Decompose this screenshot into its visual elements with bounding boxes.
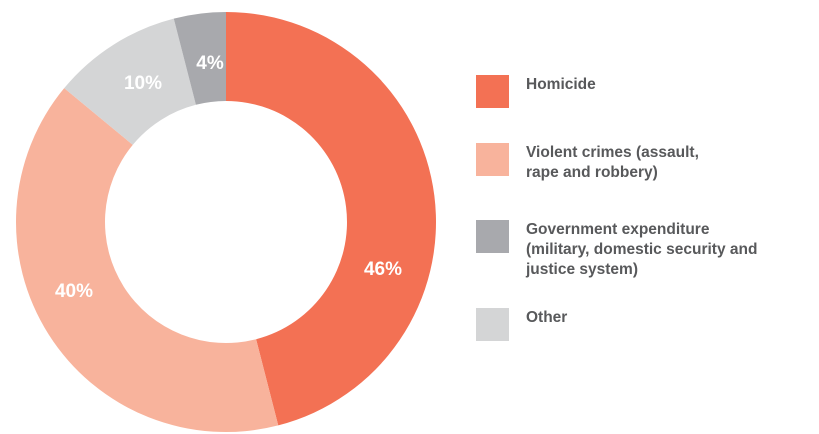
legend-item-government-expenditure: Government expenditure (military, domest… [476, 220, 816, 280]
data-label-government-expenditure: 4% [196, 53, 224, 74]
data-label-homicide: 46% [364, 259, 402, 280]
legend-swatch-violent-crimes [476, 143, 509, 176]
legend-label-violent-crimes: Violent crimes (assault, rape and robber… [526, 144, 699, 181]
legend-swatch-homicide [476, 75, 509, 108]
legend-item-homicide: Homicide [476, 75, 816, 108]
slice-government-expenditure [173, 12, 226, 105]
legend-item-violent-crimes: Violent crimes (assault, rape and robber… [476, 143, 816, 183]
legend-item-other: Other [476, 308, 816, 341]
legend: Homicide Violent crimes (assault, rape a… [476, 0, 819, 434]
data-label-other: 10% [124, 73, 162, 94]
slice-homicide [226, 12, 437, 426]
legend-label-other: Other [526, 309, 568, 326]
donut-svg: 46% 40% 10% 4% [15, 12, 437, 432]
legend-label-government-expenditure: Government expenditure (military, domest… [526, 221, 758, 278]
slice-other [64, 18, 196, 145]
data-label-violent-crimes: 40% [55, 281, 93, 302]
legend-label-homicide: Homicide [526, 76, 596, 93]
slice-violent-crimes [15, 88, 279, 432]
legend-swatch-government-expenditure [476, 220, 509, 253]
legend-swatch-other [476, 308, 509, 341]
